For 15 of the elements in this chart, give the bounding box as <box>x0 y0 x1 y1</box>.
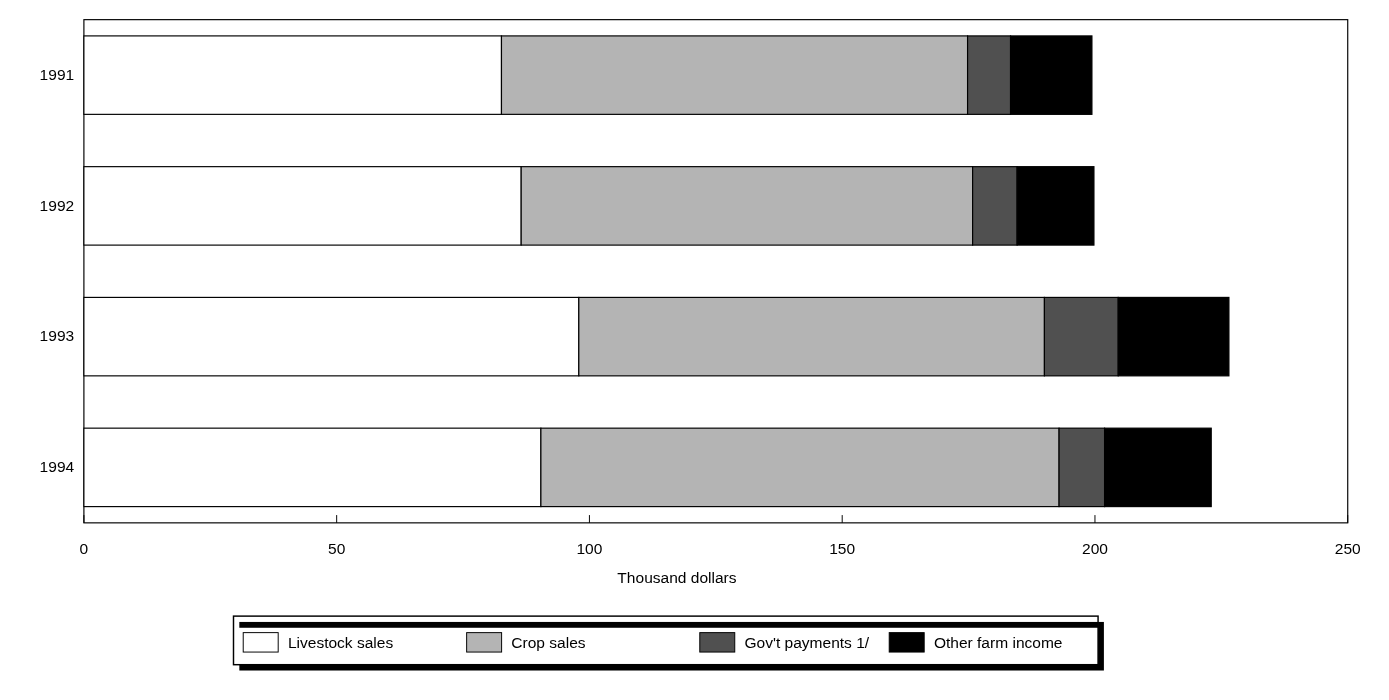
legend-label: Livestock sales <box>287 634 394 652</box>
legend-label: Crop sales <box>511 634 586 652</box>
y-tick-label: 1992 <box>39 196 75 214</box>
x-tick-label: 200 <box>1082 539 1109 557</box>
x-tick-label: 250 <box>1334 539 1362 557</box>
x-tick-label: 0 <box>79 539 89 557</box>
x-tick-label: 150 <box>829 539 856 557</box>
y-tick-label: 1991 <box>39 65 75 83</box>
x-tick-label: 50 <box>328 539 346 557</box>
legend-label: Other farm income <box>933 634 1063 652</box>
y-tick-label: 1993 <box>39 327 75 345</box>
y-tick-label: 1994 <box>39 458 75 476</box>
legend-label: Gov't payments 1/ <box>744 634 870 652</box>
x-tick-label: 100 <box>576 539 603 557</box>
x-axis-title: Thousand dollars <box>617 569 737 587</box>
